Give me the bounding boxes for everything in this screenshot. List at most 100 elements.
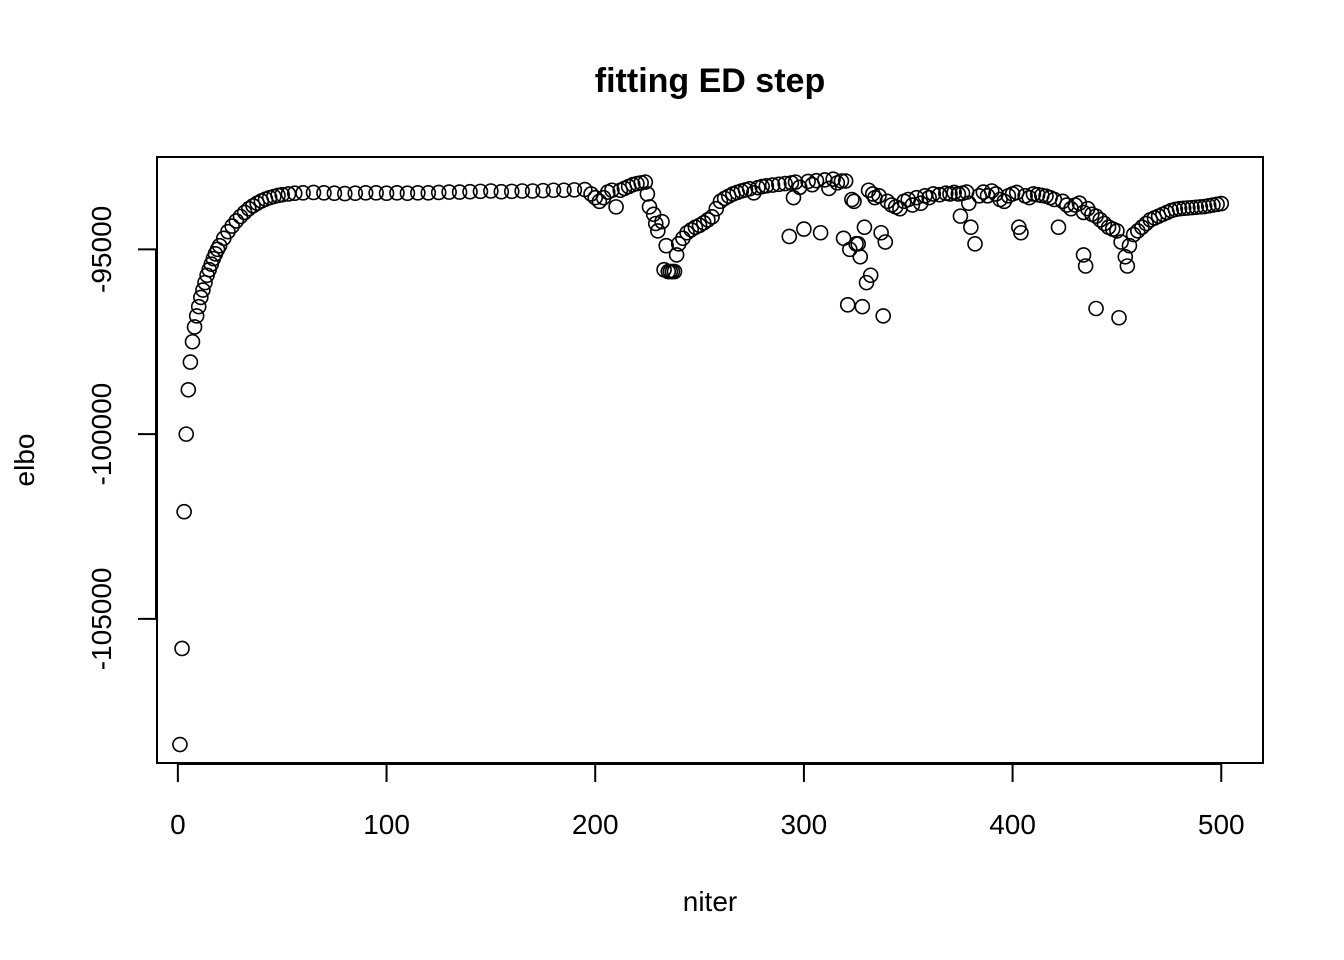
x-axis-label: niter xyxy=(683,886,737,917)
data-point xyxy=(566,182,583,198)
data-point xyxy=(389,185,405,201)
data-point xyxy=(668,247,685,263)
data-point xyxy=(654,213,670,230)
data-point xyxy=(1119,258,1136,274)
data-point xyxy=(960,195,977,211)
data-point xyxy=(695,214,712,231)
data-point xyxy=(679,224,695,241)
data-point xyxy=(1175,200,1192,217)
data-point xyxy=(952,208,969,224)
data-point xyxy=(556,182,572,199)
data-point xyxy=(1180,200,1196,216)
data-point xyxy=(912,195,929,211)
data-point xyxy=(399,185,416,202)
data-point xyxy=(295,185,311,201)
data-point xyxy=(650,223,666,239)
data-point xyxy=(879,193,896,210)
data-point xyxy=(472,183,489,200)
data-point xyxy=(700,212,716,228)
y-axis-label: elbo xyxy=(9,434,40,487)
data-point xyxy=(858,274,875,291)
data-point xyxy=(741,180,758,197)
data-point xyxy=(274,186,291,203)
data-point xyxy=(186,319,203,335)
data-point xyxy=(975,184,992,200)
data-point xyxy=(441,184,457,200)
data-point xyxy=(1059,197,1075,213)
data-point xyxy=(691,217,708,234)
data-point xyxy=(800,173,816,190)
data-point xyxy=(503,183,520,200)
data-point xyxy=(875,308,892,324)
x-tick-label: 400 xyxy=(989,809,1036,840)
data-point xyxy=(524,183,541,199)
data-point xyxy=(591,193,608,210)
data-point xyxy=(856,219,873,236)
data-point xyxy=(854,298,871,315)
data-point xyxy=(1111,309,1127,326)
data-point xyxy=(637,174,654,190)
data-point xyxy=(604,182,620,199)
data-point xyxy=(1088,208,1104,224)
data-point xyxy=(1171,200,1188,217)
data-point xyxy=(430,184,447,201)
data-point xyxy=(245,197,261,214)
data-point xyxy=(1113,234,1129,250)
data-point xyxy=(785,189,802,206)
y-tick-label: -105000 xyxy=(86,568,117,671)
x-axis: 0 100 200 300 400 500 xyxy=(170,763,1245,840)
data-point xyxy=(777,175,793,192)
data-point xyxy=(176,503,192,520)
data-point xyxy=(1096,215,1113,232)
data-point xyxy=(337,185,353,202)
data-point xyxy=(535,182,551,199)
data-point xyxy=(877,234,894,250)
data-point xyxy=(451,184,468,200)
data-point xyxy=(1184,199,1200,216)
data-point xyxy=(683,221,700,238)
data-point xyxy=(871,187,887,204)
data-point xyxy=(967,236,983,252)
data-point xyxy=(963,219,979,236)
data-point xyxy=(904,197,921,213)
data-point xyxy=(921,189,937,206)
data-point xyxy=(1129,223,1146,239)
data-point xyxy=(410,185,426,201)
data-point xyxy=(347,185,364,202)
x-tick-label: 200 xyxy=(572,809,619,840)
data-point xyxy=(368,185,384,201)
data-point xyxy=(796,221,812,237)
data-point xyxy=(1021,189,1038,206)
data-point xyxy=(658,237,674,254)
data-point xyxy=(873,224,889,241)
data-point xyxy=(704,209,720,225)
data-point xyxy=(184,333,201,350)
data-point xyxy=(862,267,879,284)
data-point xyxy=(1138,215,1154,232)
data-point xyxy=(781,228,798,245)
data-point xyxy=(1088,300,1104,317)
data-point xyxy=(608,199,624,215)
data-point xyxy=(174,640,190,657)
data-point xyxy=(758,178,775,194)
data-point xyxy=(232,208,249,225)
data-point xyxy=(808,172,825,189)
x-tick-label: 500 xyxy=(1198,809,1245,840)
data-point xyxy=(1077,258,1094,274)
data-point xyxy=(587,189,604,206)
data-point xyxy=(462,183,478,200)
data-point xyxy=(844,191,860,208)
chart-title: fitting ED step xyxy=(595,62,825,100)
data-point xyxy=(172,736,188,753)
y-axis: -105000 -100000 -95000 xyxy=(86,206,157,671)
data-point xyxy=(666,263,683,280)
data-point xyxy=(286,185,303,202)
data-point xyxy=(193,289,209,306)
data-point xyxy=(764,177,781,193)
data-point xyxy=(493,183,510,200)
data-point xyxy=(833,173,850,189)
data-point xyxy=(1071,195,1088,211)
data-point xyxy=(378,185,395,202)
data-point xyxy=(316,185,332,201)
